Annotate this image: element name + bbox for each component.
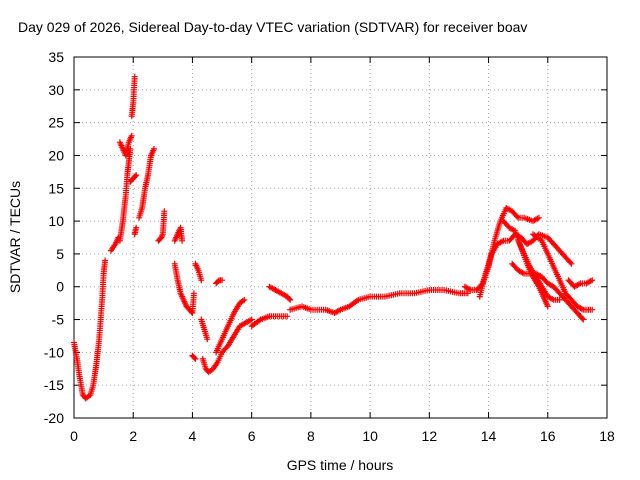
data-points xyxy=(71,73,596,402)
y-tick-label: 15 xyxy=(48,180,64,196)
plot-frame xyxy=(73,56,608,419)
data-point-markers xyxy=(476,231,575,300)
data-point-markers xyxy=(82,257,109,402)
data-point-markers xyxy=(199,316,255,376)
data-point-markers xyxy=(248,313,291,330)
data-point-markers xyxy=(192,260,205,284)
data-point-markers xyxy=(155,208,168,244)
x-tick-label: 12 xyxy=(422,428,438,444)
data-point-markers xyxy=(565,277,596,290)
data-point-markers xyxy=(116,132,135,159)
x-axis-tick-labels: 0 2 4 6 8 10 12 14 16 18 xyxy=(70,428,615,444)
data-point-markers xyxy=(198,316,211,343)
y-tick-label: -20 xyxy=(44,410,64,426)
x-axis-title: GPS time / hours xyxy=(287,457,394,473)
data-point-markers xyxy=(287,287,471,316)
data-point-markers xyxy=(515,237,563,303)
y-tick-label: 30 xyxy=(48,82,64,98)
chart-title: Day 029 of 2026, Sidereal Day-to-day VTE… xyxy=(18,19,527,35)
x-tick-label: 18 xyxy=(599,428,615,444)
grid-lines xyxy=(74,57,607,418)
data-point-markers xyxy=(171,224,186,244)
data-point-markers xyxy=(131,224,140,238)
y-tick-label: 35 xyxy=(48,49,64,65)
x-tick-label: 14 xyxy=(481,428,497,444)
x-tick-label: 10 xyxy=(362,428,378,444)
data-point-markers xyxy=(127,172,140,185)
data-point-markers xyxy=(213,296,248,356)
data-point-markers xyxy=(171,260,197,316)
y-tick-label: -15 xyxy=(44,377,64,393)
data-point-markers xyxy=(509,260,587,323)
x-tick-label: 0 xyxy=(70,428,78,444)
y-tick-label: -5 xyxy=(52,312,65,328)
data-point-markers xyxy=(189,352,199,362)
y-tick-label: 5 xyxy=(56,246,64,262)
data-point-markers xyxy=(213,277,226,287)
y-tick-label: 10 xyxy=(48,213,64,229)
x-tick-label: 16 xyxy=(540,428,556,444)
x-tick-label: 4 xyxy=(189,428,197,444)
data-point-markers xyxy=(266,283,294,303)
y-tick-label: 25 xyxy=(48,115,64,131)
y-tick-label: -10 xyxy=(44,344,64,360)
data-point-markers xyxy=(530,231,596,313)
data-point-markers xyxy=(71,339,89,402)
data-point-markers xyxy=(116,145,134,244)
y-axis-tick-labels: -20 -15 -10 -5 0 5 10 15 20 25 30 35 xyxy=(44,49,64,426)
data-point-markers xyxy=(128,73,138,120)
y-tick-label: 20 xyxy=(48,147,64,163)
x-tick-label: 2 xyxy=(129,428,137,444)
x-tick-label: 8 xyxy=(307,428,315,444)
x-tick-label: 6 xyxy=(248,428,256,444)
y-axis-title: SDTVAR / TECUs xyxy=(7,181,23,293)
data-point-markers xyxy=(136,145,157,221)
y-tick-label: 0 xyxy=(56,279,64,295)
